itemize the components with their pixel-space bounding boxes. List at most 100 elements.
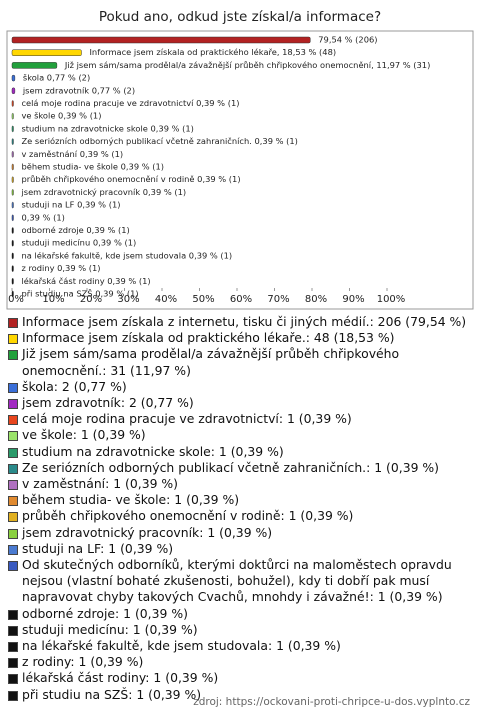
chart-title: Pokud ano, odkud jste získal/a informace… bbox=[99, 9, 381, 25]
bar-label: 79,54 % (206) bbox=[318, 35, 377, 45]
legend-swatch bbox=[8, 350, 18, 361]
chart-frame bbox=[6, 30, 474, 310]
x-tick-label: 70% bbox=[267, 294, 289, 305]
bar bbox=[11, 239, 14, 247]
legend-swatch bbox=[8, 318, 18, 328]
legend-swatch bbox=[8, 447, 18, 458]
bar-label: průběh chřipkového onemocnění v rodině 0… bbox=[21, 174, 240, 184]
bar-label: studuji medicínu 0,39 % (1) bbox=[21, 238, 136, 248]
chart: Pokud ano, odkud jste získal/a informace… bbox=[6, 9, 474, 310]
legend-item: na lékařské fakultě, kde jsem studovala:… bbox=[8, 638, 474, 654]
bar bbox=[11, 112, 14, 120]
legend-swatch bbox=[8, 431, 18, 442]
legend-label: průběh chřipkového onemocnění v rodině: … bbox=[22, 508, 354, 524]
legend: Informace jsem získala z internetu, tisk… bbox=[8, 314, 474, 703]
bar bbox=[11, 201, 14, 209]
legend-item: studuji na LF: 1 (0,39 %) bbox=[8, 541, 474, 557]
bar-label: odborné zdroje 0,39 % (1) bbox=[21, 225, 129, 235]
bar-label: jsem zdravotnický pracovník 0,39 % (1) bbox=[20, 187, 186, 197]
legend-label: jsem zdravotník: 2 (0,77 %) bbox=[22, 395, 194, 411]
bar-label: studuji na LF 0,39 % (1) bbox=[21, 200, 120, 210]
legend-label: na lékařské fakultě, kde jsem studovala:… bbox=[22, 638, 341, 654]
legend-swatch bbox=[8, 658, 18, 669]
legend-swatch bbox=[8, 496, 18, 507]
legend-item: jsem zdravotnický pracovník: 1 (0,39 %) bbox=[8, 525, 474, 541]
bar bbox=[11, 125, 14, 133]
legend-label: Informace jsem získala z internetu, tisk… bbox=[22, 314, 467, 329]
bar-label: během studia- ve škole 0,39 % (1) bbox=[21, 162, 164, 172]
bar-label: jsem zdravotník 0,77 % (2) bbox=[22, 85, 135, 95]
legend-item: odborné zdroje: 1 (0,39 %) bbox=[8, 606, 474, 622]
x-tick-label: 60% bbox=[230, 294, 252, 305]
bar-label: z rodiny 0,39 % (1) bbox=[21, 263, 100, 273]
legend-label: jsem zdravotnický pracovník: 1 (0,39 %) bbox=[22, 524, 273, 540]
bar-label: Již jsem sám/sama prodělal/a závažnější … bbox=[64, 60, 430, 70]
legend-swatch bbox=[8, 463, 18, 474]
legend-label: Již jsem sám/sama prodělal/a závažnější … bbox=[22, 346, 400, 378]
legend-item: v zaměstnání: 1 (0,39 %) bbox=[8, 476, 474, 492]
bar bbox=[11, 36, 311, 44]
legend-label: studium na zdravotnicke skole: 1 (0,39 %… bbox=[22, 443, 284, 459]
legend-label: lékařská část rodiny: 1 (0,39 %) bbox=[22, 670, 219, 686]
bar bbox=[11, 100, 14, 107]
bar bbox=[11, 252, 14, 260]
legend-swatch bbox=[8, 609, 18, 620]
bar bbox=[11, 176, 14, 183]
legend-label: studuji medicínu: 1 (0,39 %) bbox=[22, 621, 198, 637]
x-tick-label: 100% bbox=[377, 294, 406, 305]
x-tick-label: 90% bbox=[342, 294, 364, 305]
bar-label: lékařská část rodiny 0,39 % (1) bbox=[21, 276, 150, 286]
bar bbox=[11, 189, 14, 196]
x-tick-label: 80% bbox=[305, 294, 327, 305]
legend-item: průběh chřipkového onemocnění v rodině: … bbox=[8, 508, 474, 524]
legend-swatch bbox=[8, 561, 18, 572]
legend-item: Již jsem sám/sama prodělal/a závažnější … bbox=[8, 346, 474, 378]
legend-item: studuji medicínu: 1 (0,39 %) bbox=[8, 622, 474, 638]
legend-label: Ze seriózních odborných publikací včetně… bbox=[22, 459, 440, 475]
bar bbox=[11, 49, 82, 56]
bar-label: škola 0,77 % (2) bbox=[23, 73, 90, 83]
legend-item: z rodiny: 1 (0,39 %) bbox=[8, 654, 474, 670]
x-tick-label: 30% bbox=[117, 294, 139, 305]
bar bbox=[11, 87, 16, 95]
bar bbox=[11, 278, 14, 285]
legend-item: celá moje rodina pracuje ve zdravotnictv… bbox=[8, 411, 474, 427]
legend-label: studuji na LF: 1 (0,39 %) bbox=[22, 540, 174, 556]
legend-swatch bbox=[8, 480, 18, 491]
legend-label: ve škole: 1 (0,39 %) bbox=[22, 427, 146, 443]
bar-label: v zaměstnání 0,39 % (1) bbox=[21, 149, 123, 159]
bar bbox=[11, 290, 14, 298]
bar bbox=[11, 138, 14, 145]
legend-swatch bbox=[8, 399, 18, 410]
x-tick-label: 50% bbox=[192, 294, 214, 305]
legend-label: škola: 2 (0,77 %) bbox=[22, 378, 127, 394]
bar bbox=[11, 163, 14, 171]
bar-label: 0,39 % (1) bbox=[21, 212, 64, 222]
legend-swatch bbox=[8, 415, 18, 426]
legend-swatch bbox=[8, 642, 18, 653]
bar-label: Informace jsem získala od praktického lé… bbox=[89, 47, 336, 57]
legend-label: při studiu na SZŠ: 1 (0,39 %) bbox=[22, 686, 202, 702]
legend-swatch bbox=[8, 544, 18, 555]
bar bbox=[11, 62, 58, 69]
x-tick-label: 10% bbox=[42, 294, 64, 305]
legend-item: Informace jsem získala od praktického lé… bbox=[8, 330, 474, 346]
legend-item: škola: 2 (0,77 %) bbox=[8, 379, 474, 395]
legend-label: Informace jsem získala od praktického lé… bbox=[22, 330, 395, 346]
legend-item: při studiu na SZŠ: 1 (0,39 %) bbox=[8, 687, 474, 703]
x-tick-label: 40% bbox=[155, 294, 177, 305]
legend-item: jsem zdravotník: 2 (0,77 %) bbox=[8, 395, 474, 411]
legend-label: z rodiny: 1 (0,39 %) bbox=[22, 654, 144, 670]
legend-item: Ze seriózních odborných publikací včetně… bbox=[8, 460, 474, 476]
legend-item: Od skutečných odborníků, kterými doktůrc… bbox=[8, 557, 474, 606]
x-tick-label: 0% bbox=[8, 294, 24, 305]
legend-label: celá moje rodina pracuje ve zdravotnictv… bbox=[22, 411, 352, 427]
legend-item: ve škole: 1 (0,39 %) bbox=[8, 427, 474, 443]
legend-label: v zaměstnání: 1 (0,39 %) bbox=[22, 476, 179, 492]
bar bbox=[11, 151, 14, 158]
legend-swatch bbox=[8, 334, 18, 345]
legend-swatch bbox=[8, 690, 18, 701]
bar bbox=[11, 227, 14, 234]
bar-label: studium na zdravotnicke skole 0,39 % (1) bbox=[21, 123, 193, 133]
bar bbox=[11, 214, 14, 222]
